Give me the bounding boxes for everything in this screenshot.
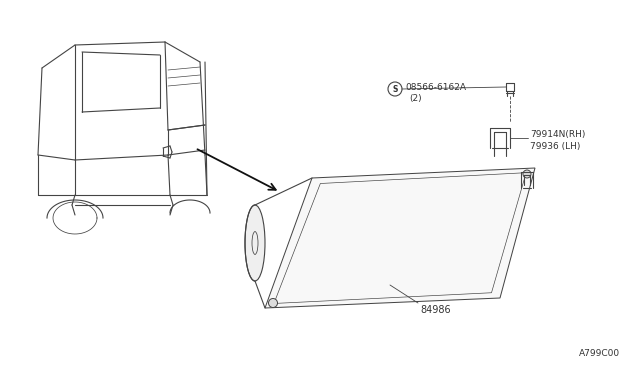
Ellipse shape bbox=[245, 205, 265, 281]
Text: 08566-6162A: 08566-6162A bbox=[405, 83, 466, 93]
Text: A799C00: A799C00 bbox=[579, 349, 620, 358]
Text: 84986: 84986 bbox=[420, 305, 451, 315]
Circle shape bbox=[388, 82, 402, 96]
Text: S: S bbox=[392, 84, 397, 93]
Text: 79914N(RH): 79914N(RH) bbox=[530, 131, 586, 140]
Circle shape bbox=[269, 298, 278, 308]
Polygon shape bbox=[265, 168, 535, 308]
Text: (2): (2) bbox=[409, 94, 422, 103]
Text: 79936 (LH): 79936 (LH) bbox=[530, 141, 580, 151]
Circle shape bbox=[523, 170, 531, 178]
